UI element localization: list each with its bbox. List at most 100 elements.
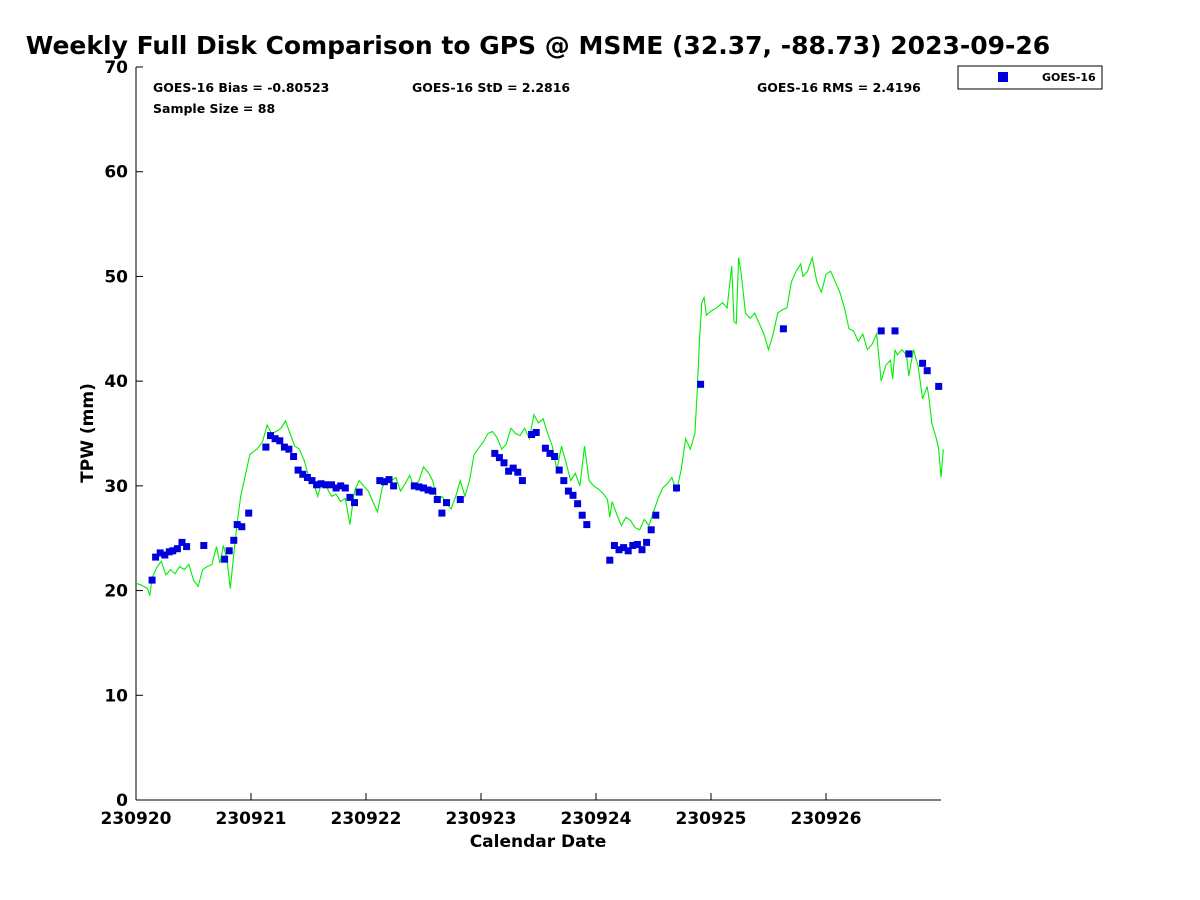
- goes16-point: [509, 464, 517, 472]
- goes16-point: [415, 483, 423, 491]
- gps-series-line: [135, 255, 944, 596]
- goes16-point: [620, 544, 628, 552]
- goes16-point: [673, 484, 680, 492]
- goes16-point: [923, 367, 931, 375]
- goes16-point: [514, 468, 522, 476]
- goes16-point: [624, 547, 632, 555]
- goes16-point: [500, 459, 508, 467]
- goes16-point: [935, 382, 943, 390]
- stat-bias: GOES-16 Bias = -0.80523: [153, 80, 329, 95]
- goes16-point: [178, 538, 186, 546]
- y-tick-label: 10: [104, 686, 128, 706]
- goes16-point: [643, 538, 651, 546]
- goes16-point: [456, 496, 464, 503]
- x-tick-label: 230926: [791, 809, 862, 829]
- goes16-series-points: [148, 325, 943, 584]
- goes16-point: [346, 493, 354, 501]
- goes16-point: [290, 453, 298, 460]
- y-tick-label: 40: [104, 372, 128, 392]
- legend-label-goes16: GOES-16: [1042, 71, 1096, 84]
- goes16-point: [390, 482, 398, 490]
- plot-area: 0 10 20 30 40 50 60 70 230920 230921 230922 230923…: [101, 58, 944, 829]
- goes16-point: [341, 484, 349, 492]
- goes16-point: [225, 547, 233, 555]
- goes16-point: [905, 350, 913, 358]
- goes16-point: [560, 477, 568, 485]
- x-tick-label: 230922: [331, 809, 402, 829]
- goes16-point: [262, 443, 270, 451]
- x-tick-label: 230924: [561, 809, 632, 829]
- goes16-point: [161, 551, 169, 559]
- chart-title: Weekly Full Disk Comparison to GPS @ MSM…: [26, 31, 1050, 60]
- goes16-point: [555, 466, 563, 474]
- goes16-point: [173, 545, 181, 553]
- goes16-point: [518, 477, 526, 485]
- goes16-point: [285, 445, 293, 453]
- legend-marker-goes16: [998, 72, 1008, 82]
- goes16-point: [156, 549, 164, 557]
- goes16-point: [183, 543, 191, 551]
- goes16-point: [380, 478, 388, 486]
- goes16-point: [299, 470, 307, 478]
- stat-sample-size: Sample Size = 88: [153, 101, 275, 116]
- x-tick-label: 230925: [676, 809, 747, 829]
- goes16-point: [317, 480, 325, 488]
- goes16-point: [564, 487, 572, 495]
- goes16-point: [233, 521, 241, 529]
- goes16-point: [697, 380, 705, 388]
- goes16-point: [351, 499, 358, 507]
- goes16-point: [638, 546, 646, 554]
- goes16-point: [438, 509, 446, 517]
- goes16-point: [152, 553, 160, 561]
- goes16-point: [495, 454, 503, 462]
- goes16-point: [376, 477, 384, 485]
- goes16-point: [569, 491, 577, 499]
- goes16-point: [433, 496, 441, 503]
- goes16-point: [633, 541, 641, 548]
- y-tick-label: 20: [104, 582, 128, 602]
- goes16-point: [410, 482, 418, 490]
- goes16-point: [606, 556, 614, 564]
- goes16-point: [200, 542, 208, 549]
- goes16-point: [647, 526, 655, 534]
- y-axis-ticks: 0 10 20 30 40 50 60 70: [104, 58, 143, 811]
- goes16-point: [541, 444, 549, 452]
- goes16-point: [919, 359, 927, 367]
- goes16-point: [169, 547, 177, 555]
- stat-rms: GOES-16 RMS = 2.4196: [757, 80, 921, 95]
- goes16-point: [546, 449, 554, 457]
- y-axis-label: TPW (mm): [78, 383, 98, 483]
- x-tick-label: 230920: [101, 809, 172, 829]
- goes16-point: [238, 523, 246, 531]
- goes16-point: [271, 435, 279, 443]
- y-tick-label: 30: [104, 477, 128, 497]
- goes16-point: [313, 481, 321, 489]
- goes16-point: [148, 576, 156, 584]
- goes16-point: [308, 477, 316, 485]
- goes16-point: [779, 325, 787, 333]
- goes16-point: [303, 474, 311, 481]
- goes16-point: [551, 453, 559, 460]
- goes16-point: [337, 482, 345, 490]
- stat-std: GOES-16 StD = 2.2816: [412, 80, 570, 95]
- goes16-point: [424, 486, 432, 494]
- goes16-point: [877, 327, 885, 335]
- goes16-point: [629, 542, 637, 549]
- goes16-point: [420, 484, 427, 492]
- goes16-point: [610, 542, 618, 549]
- y-tick-label: 50: [104, 267, 128, 287]
- goes16-point: [280, 443, 288, 451]
- x-tick-label: 230921: [216, 809, 287, 829]
- goes16-point: [230, 536, 238, 544]
- goes16-point: [578, 511, 586, 519]
- goes16-point: [221, 555, 229, 563]
- legend: GOES-16: [957, 65, 1103, 90]
- goes16-point: [891, 327, 899, 335]
- goes16-point: [615, 546, 623, 554]
- goes16-point: [276, 437, 284, 445]
- goes16-point: [332, 484, 340, 492]
- goes16-point: [322, 481, 330, 489]
- x-tick-label: 230923: [446, 809, 517, 829]
- goes16-point: [505, 467, 513, 475]
